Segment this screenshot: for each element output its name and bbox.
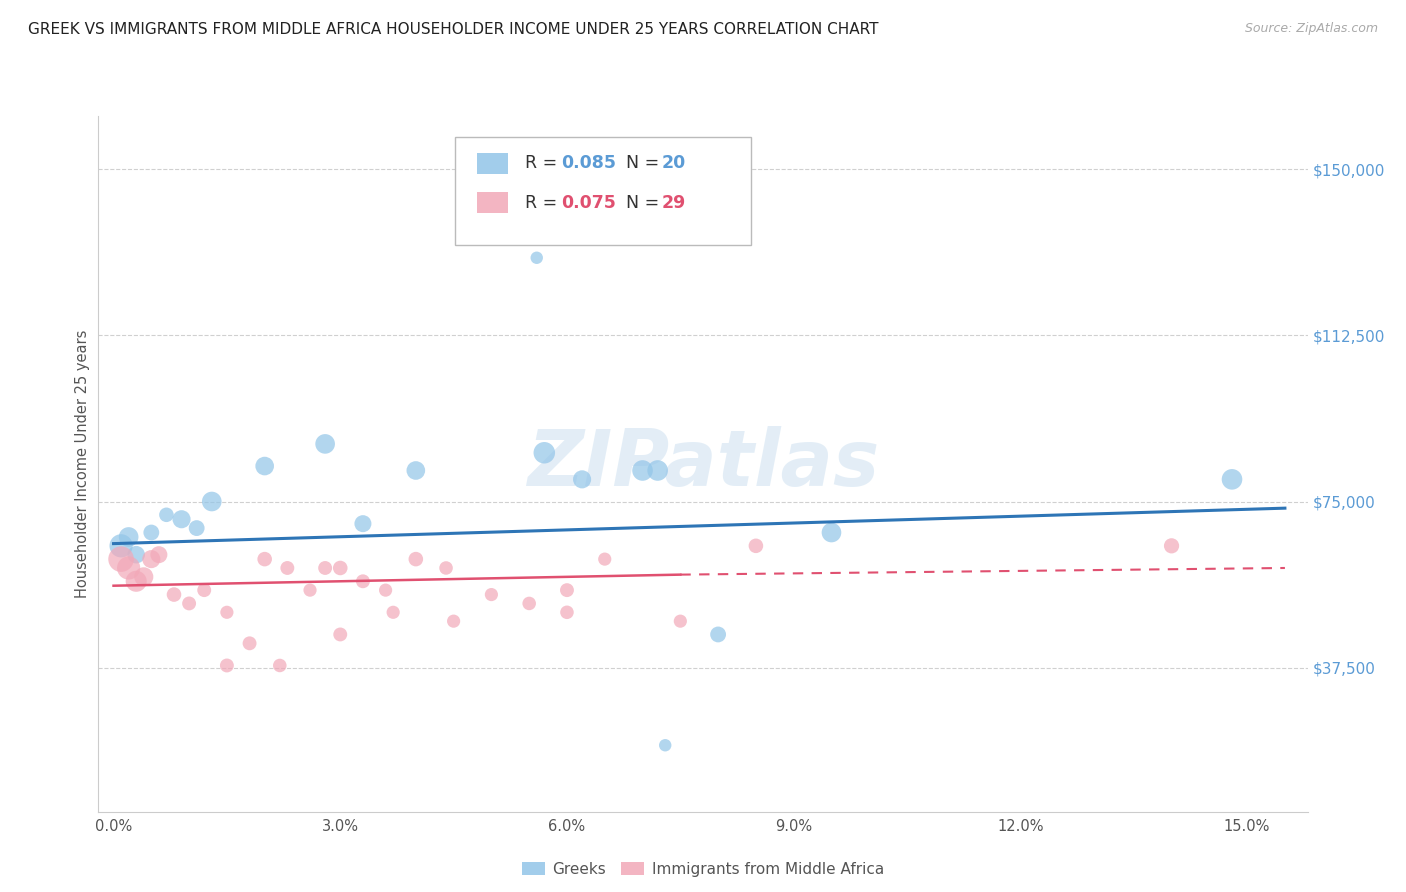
Point bbox=[170, 512, 193, 526]
FancyBboxPatch shape bbox=[477, 153, 508, 174]
Point bbox=[253, 552, 276, 566]
Legend: Greeks, Immigrants from Middle Africa: Greeks, Immigrants from Middle Africa bbox=[515, 854, 891, 884]
Point bbox=[352, 516, 374, 531]
Point bbox=[1220, 472, 1243, 486]
Point bbox=[110, 552, 132, 566]
Text: 0.075: 0.075 bbox=[561, 194, 616, 212]
Point bbox=[314, 561, 336, 575]
Point bbox=[193, 583, 215, 598]
Point bbox=[647, 463, 669, 477]
Point bbox=[125, 574, 148, 589]
Text: 0.085: 0.085 bbox=[561, 154, 616, 172]
Point bbox=[820, 525, 842, 540]
Point bbox=[155, 508, 177, 522]
Point bbox=[517, 596, 540, 610]
Point bbox=[132, 570, 155, 584]
Text: R =: R = bbox=[526, 154, 562, 172]
Text: R =: R = bbox=[526, 194, 562, 212]
Point bbox=[141, 552, 163, 566]
Point bbox=[201, 494, 224, 508]
Point bbox=[314, 437, 336, 451]
Point bbox=[555, 583, 578, 598]
Point bbox=[654, 738, 676, 752]
Point bbox=[571, 472, 593, 486]
Point bbox=[669, 614, 692, 628]
Point bbox=[707, 627, 730, 641]
Point bbox=[110, 539, 132, 553]
Point bbox=[253, 458, 276, 473]
Y-axis label: Householder Income Under 25 years: Householder Income Under 25 years bbox=[75, 330, 90, 598]
Point bbox=[434, 561, 457, 575]
Point bbox=[125, 548, 148, 562]
Point bbox=[186, 521, 208, 535]
Point bbox=[163, 588, 186, 602]
Text: 20: 20 bbox=[662, 154, 686, 172]
Point bbox=[269, 658, 291, 673]
Point bbox=[481, 588, 503, 602]
Point bbox=[533, 446, 555, 460]
Point bbox=[443, 614, 465, 628]
Text: N =: N = bbox=[626, 154, 665, 172]
Point bbox=[239, 636, 262, 650]
Point bbox=[352, 574, 374, 589]
FancyBboxPatch shape bbox=[477, 193, 508, 213]
Point bbox=[118, 530, 141, 544]
Point bbox=[593, 552, 616, 566]
Point bbox=[148, 548, 170, 562]
Point bbox=[405, 463, 427, 477]
Text: Source: ZipAtlas.com: Source: ZipAtlas.com bbox=[1244, 22, 1378, 36]
Point bbox=[631, 463, 654, 477]
Point bbox=[374, 583, 396, 598]
Point bbox=[555, 605, 578, 619]
Point bbox=[276, 561, 298, 575]
Point bbox=[526, 251, 548, 265]
Point bbox=[745, 539, 768, 553]
Text: GREEK VS IMMIGRANTS FROM MIDDLE AFRICA HOUSEHOLDER INCOME UNDER 25 YEARS CORRELA: GREEK VS IMMIGRANTS FROM MIDDLE AFRICA H… bbox=[28, 22, 879, 37]
Point bbox=[215, 658, 238, 673]
Point bbox=[329, 627, 352, 641]
Point bbox=[329, 561, 352, 575]
Text: ZIPatlas: ZIPatlas bbox=[527, 425, 879, 502]
Point bbox=[299, 583, 322, 598]
Text: N =: N = bbox=[626, 194, 665, 212]
FancyBboxPatch shape bbox=[456, 136, 751, 244]
Text: 29: 29 bbox=[662, 194, 686, 212]
Point bbox=[1160, 539, 1182, 553]
Point bbox=[141, 525, 163, 540]
Point bbox=[215, 605, 238, 619]
Point bbox=[405, 552, 427, 566]
Point bbox=[382, 605, 405, 619]
Point bbox=[179, 596, 201, 610]
Point bbox=[118, 561, 141, 575]
